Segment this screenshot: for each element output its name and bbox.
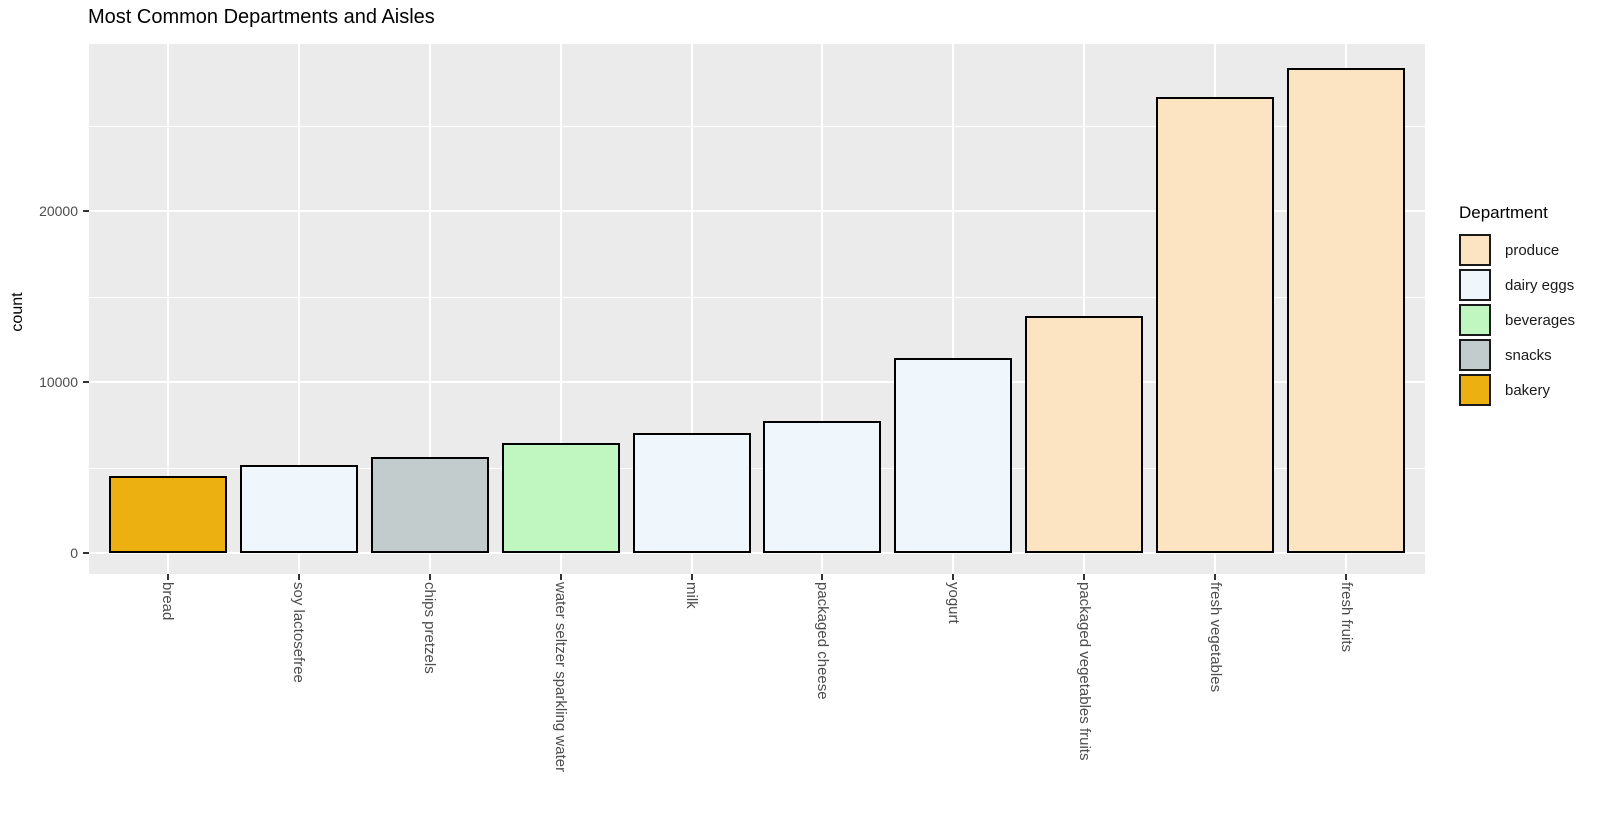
y-tick-10000 xyxy=(83,381,89,383)
x-tick-label-milk: milk xyxy=(683,582,700,609)
bar-fresh-vegetables xyxy=(1156,97,1274,553)
minor-gridline-5000 xyxy=(89,467,1425,469)
x-tick-label-fresh-fruits: fresh fruits xyxy=(1337,582,1355,653)
x-tick-yogurt xyxy=(952,574,955,580)
legend-entry-beverages: beverages xyxy=(1459,304,1575,336)
bar-bread xyxy=(109,476,227,553)
v-gridline-yogurt xyxy=(952,44,955,574)
y-tick-20000 xyxy=(83,210,89,212)
legend-label-dairy-eggs: dairy eggs xyxy=(1505,276,1575,294)
legend-key-produce xyxy=(1459,234,1491,266)
y-tick-label-20000: 20000 xyxy=(39,203,78,219)
bar-fresh-fruits xyxy=(1287,68,1405,553)
v-gridline-milk xyxy=(690,44,693,574)
major-gridline-10000 xyxy=(89,381,1425,383)
x-tick-label-water-seltzer-sparkling-water: water seltzer sparkling water xyxy=(552,582,570,773)
v-gridline-soy-lactosefree xyxy=(297,44,300,574)
legend-entry-bakery: bakery xyxy=(1459,374,1575,406)
bar-milk xyxy=(633,433,751,553)
x-tick-bread xyxy=(166,574,169,580)
x-tick-label-packaged-cheese: packaged cheese xyxy=(813,582,831,700)
x-tick-water-seltzer-sparkling-water xyxy=(559,574,562,580)
minor-gridline-15000 xyxy=(89,296,1425,298)
x-tick-fresh-vegetables xyxy=(1214,574,1217,580)
bar-water-seltzer-sparkling-water xyxy=(502,443,620,553)
x-tick-soy-lactosefree xyxy=(297,574,300,580)
major-gridline-20000 xyxy=(89,210,1425,212)
x-tick-fresh-fruits xyxy=(1345,574,1348,580)
bar-packaged-cheese xyxy=(763,421,881,553)
legend-label-snacks: snacks xyxy=(1505,346,1552,364)
x-tick-label-yogurt: yogurt xyxy=(944,582,962,624)
x-tick-milk xyxy=(690,574,693,580)
v-gridline-chips-pretzels xyxy=(428,44,431,574)
legend-key-snacks xyxy=(1459,339,1491,371)
x-tick-label-soy-lactosefree: soy lactosefree xyxy=(290,582,308,683)
y-tick-label-10000: 10000 xyxy=(39,374,78,390)
v-gridline-packaged-cheese xyxy=(821,44,824,574)
legend: Department produce dairy eggs beverages sna… xyxy=(1459,203,1575,409)
legend-key-bakery xyxy=(1459,374,1491,406)
bar-soy-lactosefree xyxy=(240,465,358,553)
x-tick-chips-pretzels xyxy=(428,574,431,580)
chart-title: Most Common Departments and Aisles xyxy=(88,6,435,28)
legend-label-bakery: bakery xyxy=(1505,381,1551,399)
x-tick-packaged-vegetables-fruits xyxy=(1083,574,1086,580)
plot-panel xyxy=(89,44,1425,574)
legend-entries: produce dairy eggs beverages snacks bakery xyxy=(1459,234,1575,406)
legend-title: Department xyxy=(1459,203,1548,222)
minor-gridline-25000 xyxy=(89,125,1425,127)
x-tick-label-fresh-vegetables: fresh vegetables xyxy=(1206,582,1224,693)
x-tick-label-chips-pretzels: chips pretzels xyxy=(421,582,439,674)
y-axis-title: count xyxy=(9,292,26,332)
y-tick-label-0: 0 xyxy=(70,545,78,561)
x-tick-label-bread: bread xyxy=(159,582,177,621)
v-gridline-packaged-vegetables-fruits xyxy=(1083,44,1086,574)
x-tick-label-packaged-vegetables-fruits: packaged vegetables fruits xyxy=(1075,582,1093,761)
legend-label-beverages: beverages xyxy=(1505,311,1576,329)
major-gridline-0 xyxy=(89,552,1425,554)
legend-entry-dairy-eggs: dairy eggs xyxy=(1459,269,1575,301)
v-gridline-water-seltzer-sparkling-water xyxy=(559,44,562,574)
legend-label-produce: produce xyxy=(1505,241,1560,259)
y-tick-0 xyxy=(83,552,89,554)
v-gridline-bread xyxy=(166,44,169,574)
legend-key-beverages xyxy=(1459,304,1491,336)
legend-key-dairy-eggs xyxy=(1459,269,1491,301)
legend-entry-produce: produce xyxy=(1459,234,1575,266)
bar-packaged-vegetables-fruits xyxy=(1025,316,1143,553)
bar-chips-pretzels xyxy=(371,457,489,553)
bar-yogurt xyxy=(894,358,1012,553)
x-tick-packaged-cheese xyxy=(821,574,824,580)
legend-entry-snacks: snacks xyxy=(1459,339,1575,371)
